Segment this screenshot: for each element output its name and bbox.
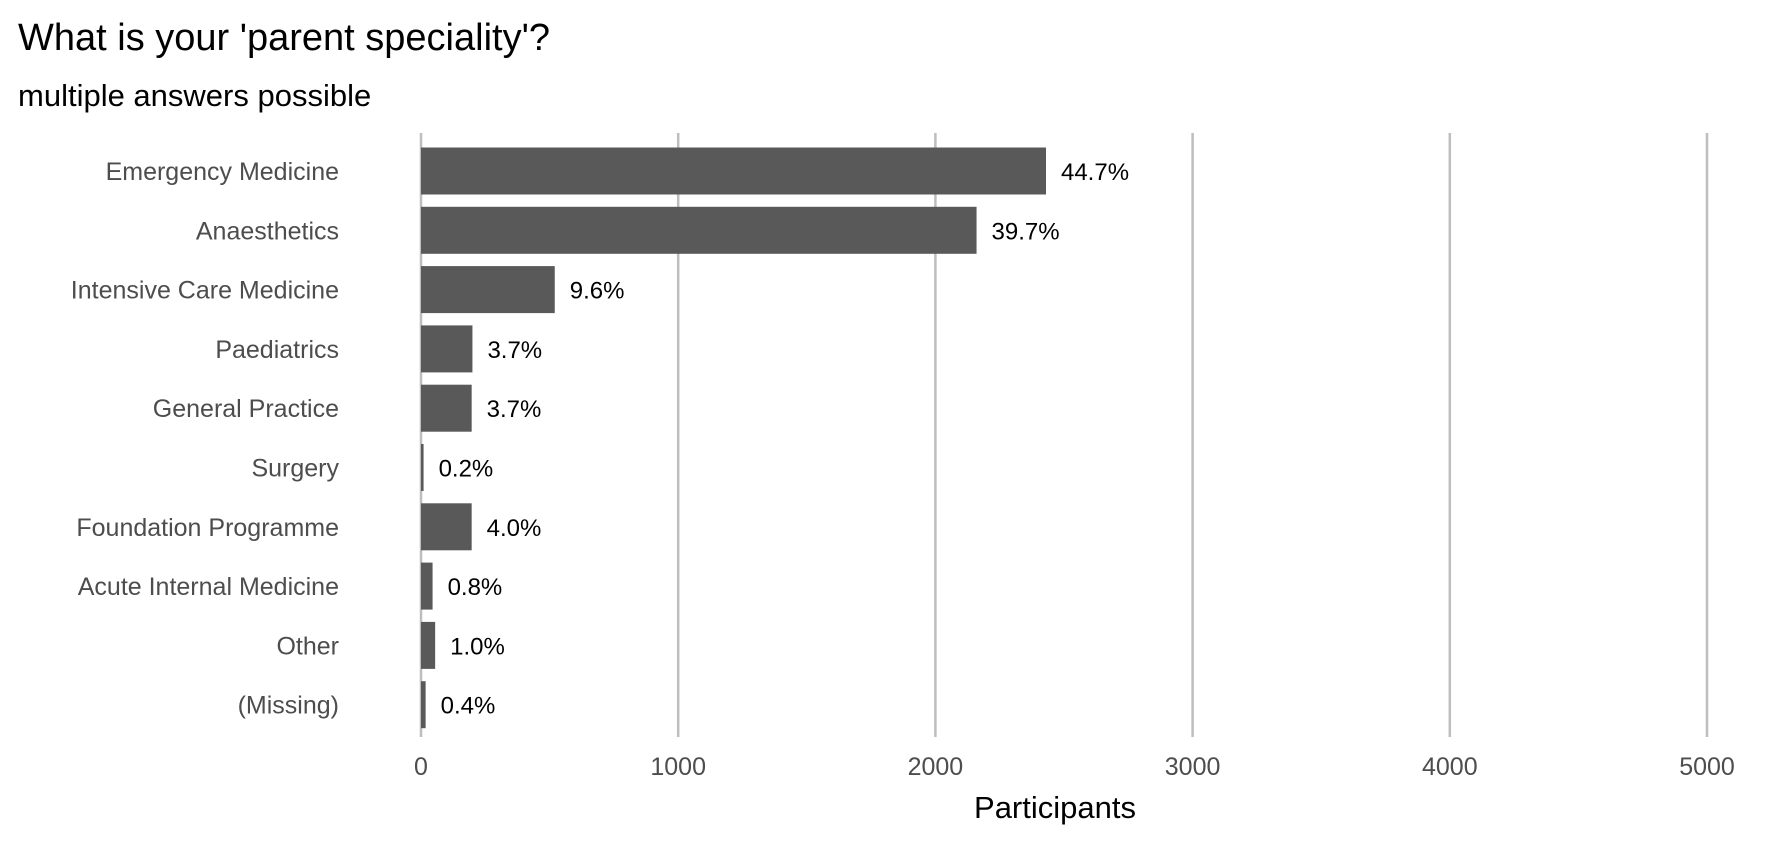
category-label: Other	[276, 632, 339, 660]
bar	[421, 206, 977, 254]
bar	[421, 444, 424, 491]
data-labels: 44.7% 39.7% 9.6% 3.7% 3.7% 0.2% 4.0% 0.8% 1.0% 0.…	[439, 159, 1129, 720]
data-label: 0.2%	[439, 456, 494, 483]
category-label: Emergency Medicine	[106, 158, 339, 186]
category-label: Foundation Programme	[76, 514, 339, 542]
bar	[421, 266, 555, 314]
data-label: 3.7%	[487, 337, 542, 364]
x-tick-label: 1000	[650, 753, 706, 781]
bar	[421, 147, 1046, 195]
x-tick-label: 3000	[1165, 753, 1221, 781]
bar	[421, 384, 472, 432]
category-label: (Missing)	[238, 692, 339, 720]
bar	[421, 562, 433, 610]
x-axis-ticks: 0 1000 2000 3000 4000 5000	[414, 753, 1735, 781]
bar	[421, 503, 472, 551]
category-labels: Emergency Medicine Anaesthetics Intensive …	[71, 158, 340, 720]
category-label: Paediatrics	[215, 336, 339, 364]
bar	[421, 681, 426, 729]
data-label: 0.4%	[441, 693, 496, 720]
chart-title: What is your 'parent speciality'?	[18, 17, 550, 59]
data-label: 9.6%	[570, 278, 625, 305]
category-label: Intensive Care Medicine	[71, 277, 339, 305]
category-label: Acute Internal Medicine	[78, 573, 339, 601]
data-label: 0.8%	[448, 574, 503, 601]
data-label: 39.7%	[992, 218, 1060, 245]
x-tick-label: 2000	[908, 753, 964, 781]
category-label: Surgery	[251, 455, 339, 483]
bar	[421, 325, 473, 373]
data-label: 44.7%	[1061, 159, 1129, 186]
data-label: 4.0%	[487, 515, 542, 542]
x-tick-label: 0	[414, 753, 428, 781]
bar	[421, 621, 436, 669]
x-tick-label: 5000	[1679, 753, 1735, 781]
category-label: General Practice	[153, 395, 339, 423]
x-tick-label: 4000	[1422, 753, 1478, 781]
data-label: 3.7%	[487, 396, 542, 423]
data-label: 1.0%	[450, 633, 505, 660]
chart-subtitle: multiple answers possible	[18, 78, 371, 113]
x-axis-title: Participants	[974, 790, 1136, 825]
bars	[421, 147, 1046, 729]
category-label: Anaesthetics	[196, 217, 339, 245]
